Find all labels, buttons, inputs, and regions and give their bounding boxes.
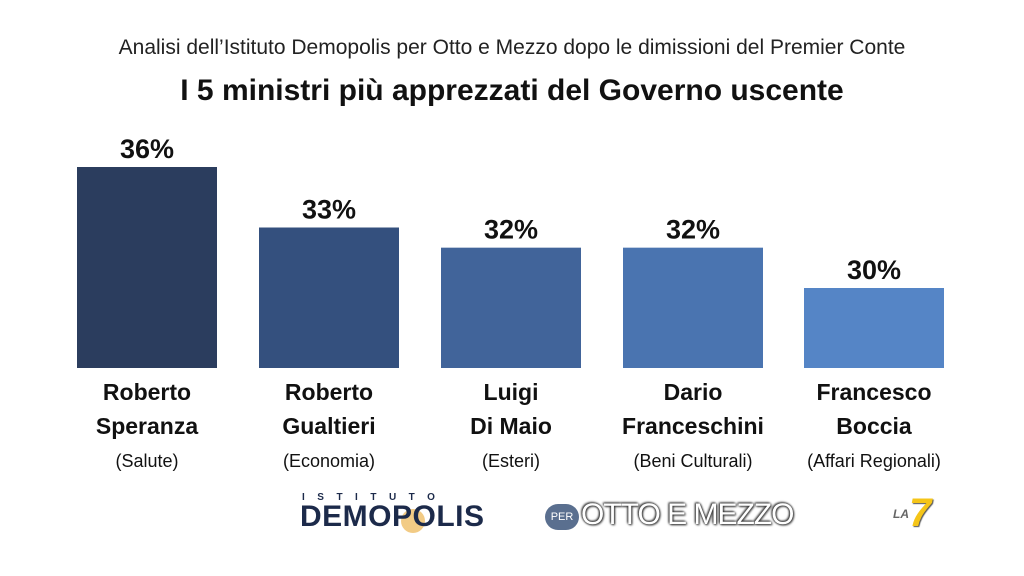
category-role-label: (Beni Culturali) [633, 451, 752, 471]
logo-dot-icon [401, 509, 425, 533]
category-label-line2: Boccia [836, 413, 912, 439]
category-role-label: (Affari Regionali) [807, 451, 941, 471]
per-badge: PER [545, 504, 579, 530]
data-label: 33% [302, 195, 356, 225]
category-label-line2: Gualtieri [282, 413, 375, 439]
bar [77, 167, 217, 368]
la7-seven-text: 7 [909, 491, 932, 535]
category-label-line1: Dario [664, 379, 723, 405]
category-label-line2: Di Maio [470, 413, 552, 439]
data-label: 36% [120, 134, 174, 164]
category-label-line1: Roberto [103, 379, 191, 405]
data-label: 32% [666, 215, 720, 245]
otto-e-mezzo-text: OTTO E MEZZO [581, 498, 794, 531]
category-label-line1: Luigi [484, 379, 539, 405]
bar [259, 227, 399, 368]
demopolis-logo-text: DEMOPOLIS [300, 500, 485, 533]
category-role-label: (Economia) [283, 451, 375, 471]
category-role-label: (Salute) [115, 451, 178, 471]
otto-e-mezzo-logo: PER OTTO E MEZZO [545, 492, 794, 536]
bar [623, 247, 763, 368]
category-label-line1: Francesco [816, 379, 931, 405]
demopolis-logo-small-text: ISTITUTO [302, 492, 448, 503]
bar [441, 247, 581, 368]
data-label: 30% [847, 255, 901, 285]
bar-chart: 36% Roberto Speranza (Salute) 33% Roberto Gual… [77, 134, 944, 471]
category-role-label: (Esteri) [482, 451, 540, 471]
bar [804, 288, 944, 368]
category-label-line1: Roberto [285, 379, 373, 405]
category-label-line2: Franceschini [622, 413, 764, 439]
chart-subtitle: Analisi dell’Istituto Demopolis per Otto… [118, 36, 906, 59]
chart-title: I 5 ministri più apprezzati del Governo … [180, 74, 844, 107]
la7-la-text: LA [893, 507, 909, 521]
category-label-line2: Speranza [96, 413, 198, 439]
data-label: 32% [484, 215, 538, 245]
la7-logo: LA 7 [893, 491, 953, 535]
demopolis-logo: ISTITUTO DEMOPOLIS [300, 492, 532, 533]
